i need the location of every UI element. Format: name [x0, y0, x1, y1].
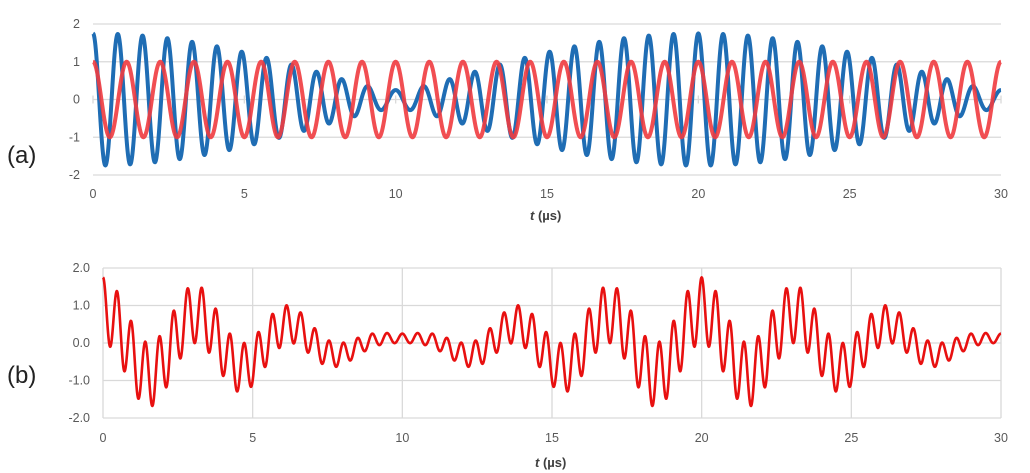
x-tick-label: 25 — [844, 431, 858, 445]
x-axis-label-b: t (µs) — [535, 455, 566, 470]
x-axis-label-a: t (µs) — [530, 208, 561, 223]
x-tick-label: 30 — [994, 431, 1008, 445]
chart-a: (a) 210-1-2 0 5 10 15 20 25 30 t (µs) — [7, 17, 1008, 223]
y-tick-label: -1.0 — [68, 374, 90, 388]
x-tick-label: 30 — [994, 187, 1008, 201]
x-tick-label: 10 — [389, 187, 403, 201]
x-tick-label: 0 — [90, 187, 97, 201]
series-line-a-2 — [91, 59, 1003, 140]
x-tick-label: 20 — [691, 187, 705, 201]
series-line-a-1 — [91, 31, 1003, 168]
x-tick-label: 5 — [241, 187, 248, 201]
x-tick-label: 25 — [843, 187, 857, 201]
y-tick-label: 0 — [73, 93, 80, 107]
x-axis-var-b: t — [535, 455, 540, 470]
x-tick-labels-b: 0 5 10 15 20 25 30 — [100, 431, 1008, 445]
panel-label-b: (b) — [7, 362, 36, 389]
x-tick-label: 0 — [100, 431, 107, 445]
series-a — [91, 31, 1003, 168]
y-tick-label: -2.0 — [68, 411, 90, 425]
x-tick-labels-a: 0 5 10 15 20 25 30 — [90, 187, 1008, 201]
y-tick-label: 1.0 — [73, 299, 90, 313]
y-tick-label: -2 — [69, 168, 80, 182]
y-tick-label: 0.0 — [73, 336, 90, 350]
y-tick-labels-a: 2 1 0 -1 -2 — [69, 17, 80, 182]
y-tick-label: 1 — [73, 55, 80, 69]
x-tick-label: 20 — [695, 431, 709, 445]
x-tick-label: 15 — [545, 431, 559, 445]
y-tick-label: 2.0 — [73, 261, 90, 275]
series-line-b-1 — [102, 276, 1002, 408]
x-tick-label: 5 — [249, 431, 256, 445]
series-b — [102, 276, 1002, 408]
x-axis-unit-b: (µs) — [539, 455, 566, 470]
x-tick-label: 15 — [540, 187, 554, 201]
y-tick-labels-b: 2.0 1.0 0.0 -1.0 -2.0 — [68, 261, 90, 425]
panel-label-a: (a) — [7, 142, 36, 169]
x-axis-var-a: t — [530, 208, 535, 223]
y-tick-label: 2 — [73, 17, 80, 31]
y-tick-label: -1 — [69, 130, 80, 144]
x-axis-unit-a: (µs) — [534, 208, 561, 223]
x-tick-label: 10 — [395, 431, 409, 445]
chart-b: (b) 2.0 1.0 0.0 -1.0 -2.0 0 5 10 15 20 25 30 t (µs… — [7, 261, 1008, 470]
